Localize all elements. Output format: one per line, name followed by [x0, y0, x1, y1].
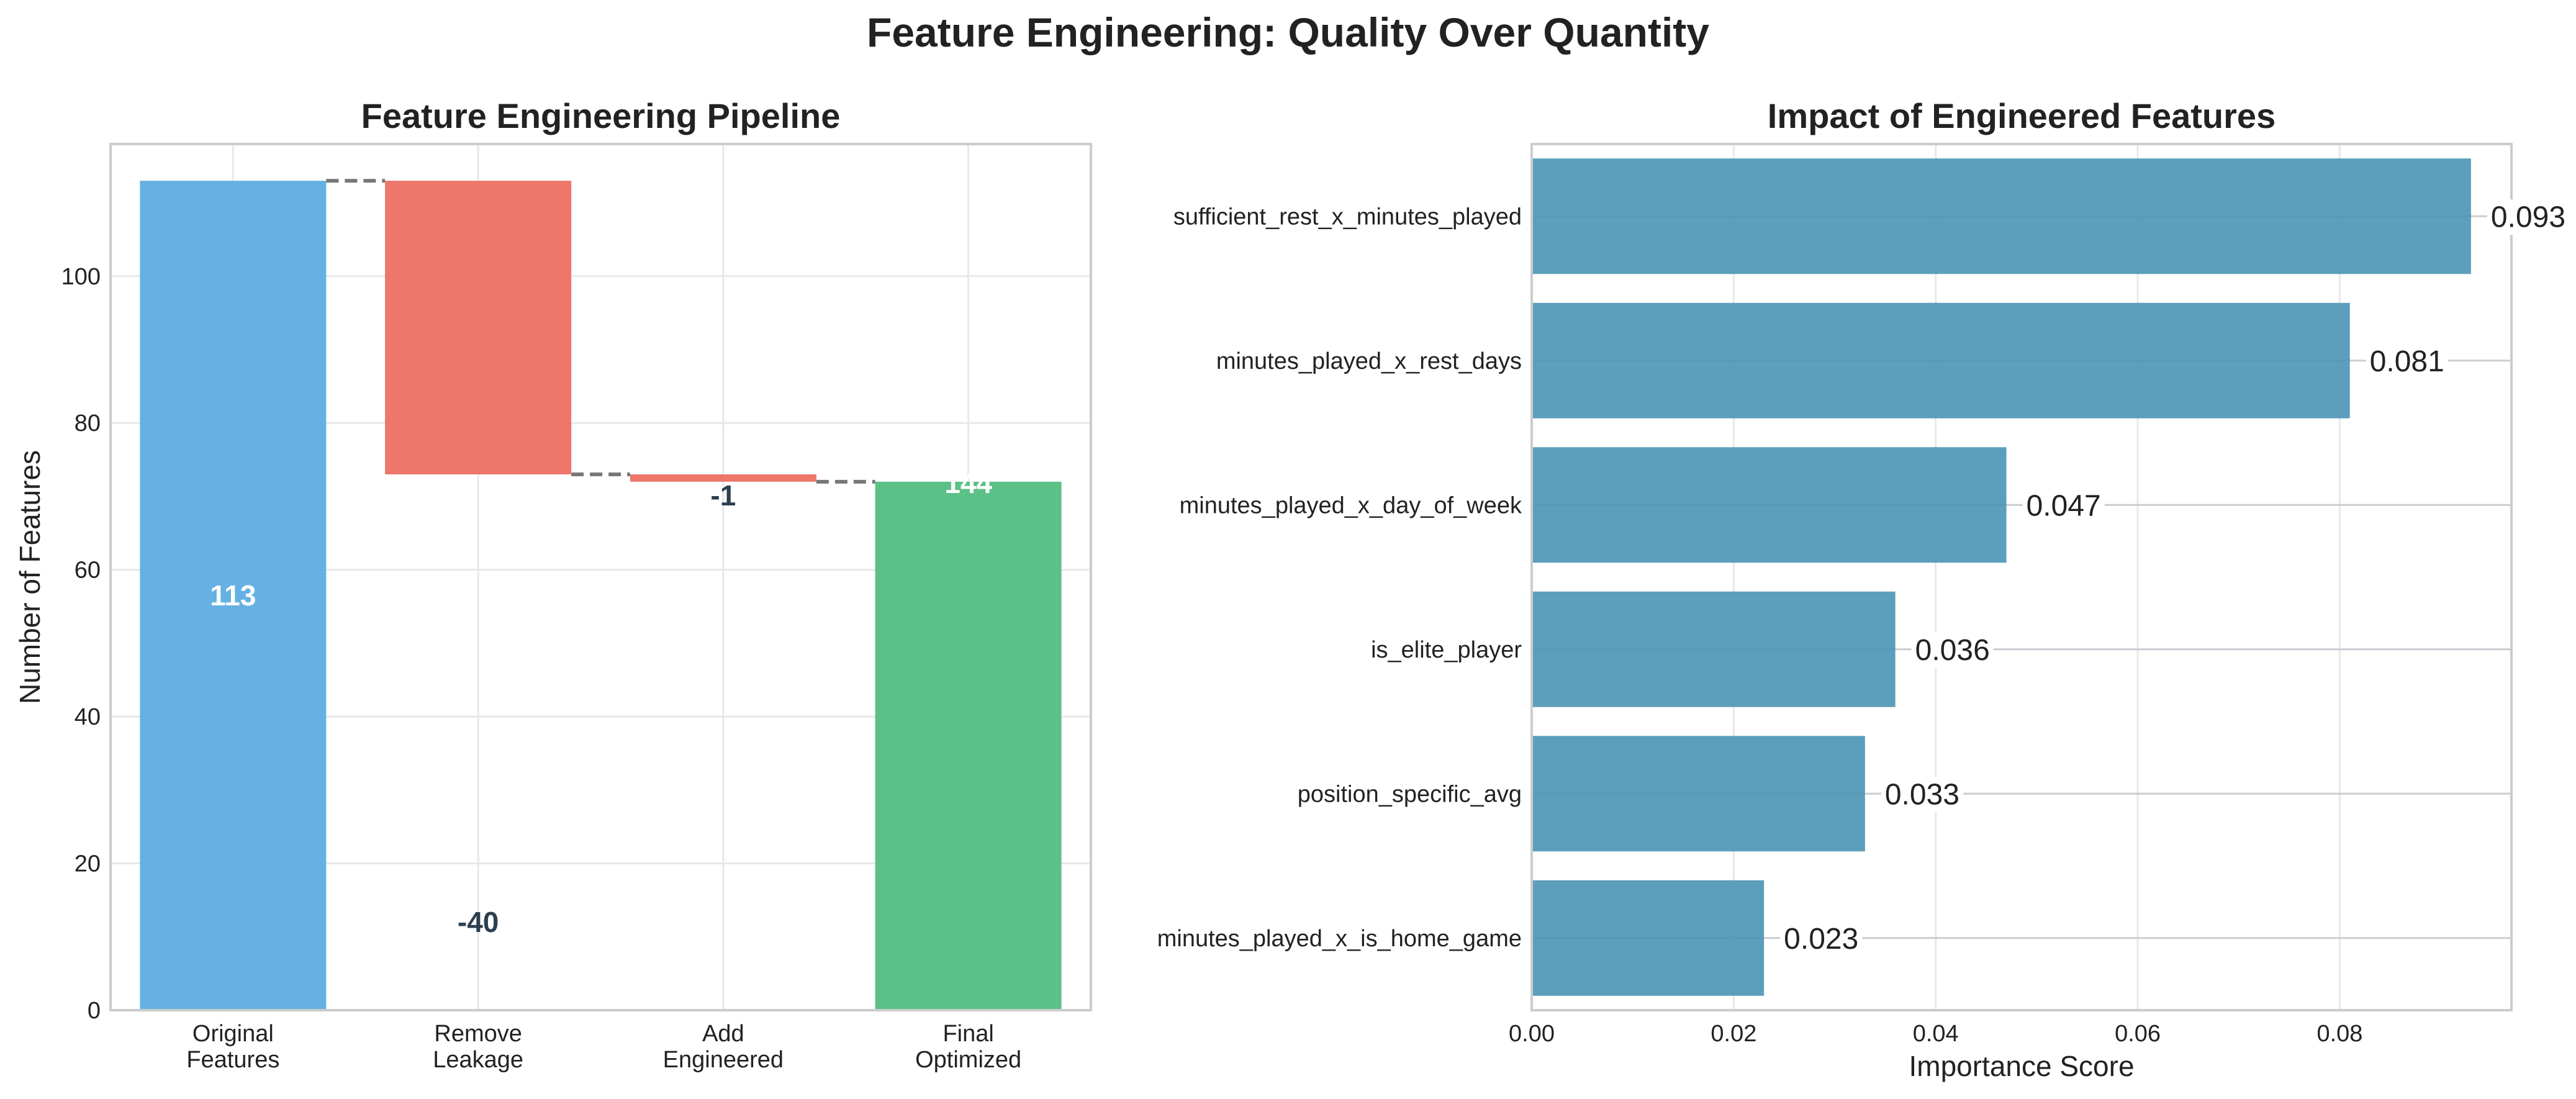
x-tick-label: 0.04 [1913, 1021, 1959, 1047]
x-tick-label: Features [186, 1047, 279, 1073]
waterfall-bar [875, 481, 1062, 1010]
value-label: 0.023 [1784, 923, 1858, 956]
value-label: 0.036 [1915, 634, 1990, 667]
value-label: 0.081 [2370, 345, 2444, 378]
value-label: 113 [210, 579, 256, 612]
y-tick-label: minutes_played_x_rest_days [1216, 348, 1522, 374]
plot-area [1532, 144, 2511, 1010]
importance-bar [1532, 447, 2007, 563]
y-tick-label: sufficient_rest_x_minutes_played [1173, 204, 1522, 230]
value-label-background [2366, 343, 2448, 379]
x-tick-label: Remove [434, 1021, 522, 1047]
y-tick-label: is_elite_player [1371, 637, 1522, 663]
importance-bar [1532, 880, 1765, 996]
y-axis-label: Number of Features [14, 450, 46, 704]
panel-title: Feature Engineering Pipeline [361, 96, 841, 135]
x-tick-label: 0.08 [2316, 1021, 2362, 1047]
value-label-background [1881, 777, 1963, 813]
value-label: 0.033 [1885, 778, 1959, 811]
x-tick-label: Add [702, 1021, 744, 1047]
importance-bar [1532, 302, 2350, 418]
value-label: 0.047 [2027, 489, 2101, 522]
y-tick-label: 0 [88, 998, 101, 1024]
waterfall-bar [140, 181, 327, 1011]
importance-panel: 0.093 0.081 0.047 0.036 0.033 0.023 sufficient… [1157, 96, 2570, 1082]
x-tick-label: 0.00 [1509, 1021, 1555, 1047]
y-tick-label: 100 [61, 264, 101, 290]
x-tick-label: 0.06 [2115, 1021, 2161, 1047]
y-tick-label: 60 [75, 558, 101, 584]
y-tick-label: 20 [75, 851, 101, 877]
value-label-background [1911, 632, 1994, 668]
y-tick-label: 80 [75, 410, 101, 436]
waterfall-bar [630, 474, 816, 482]
x-axis-label: Importance Score [1909, 1050, 2134, 1082]
panel-title: Impact of Engineered Features [1768, 96, 2275, 135]
importance-bar [1532, 591, 1896, 707]
x-tick-label: Engineered [663, 1047, 784, 1073]
y-tick-label: minutes_played_x_is_home_game [1157, 926, 1522, 952]
x-tick-label: 0.02 [1711, 1021, 1756, 1047]
value-label: 0.093 [2491, 201, 2565, 233]
y-tick-label: minutes_played_x_day_of_week [1180, 492, 1522, 518]
x-tick-label: Original [192, 1021, 274, 1047]
waterfall-bar [385, 181, 572, 474]
figure-title: Feature Engineering: Quality Over Quanti… [867, 9, 1709, 55]
x-tick-label: Optimized [915, 1047, 1021, 1073]
x-tick-label: Final [942, 1021, 993, 1047]
y-tick-label: 40 [75, 704, 101, 730]
plot-frame [1530, 143, 2513, 1011]
value-label-background [2022, 488, 2105, 524]
plot-frame [109, 143, 1092, 1011]
value-label: -40 [458, 906, 499, 938]
importance-bar [1532, 736, 1865, 852]
value-label-background [2487, 199, 2570, 235]
y-tick-label: position_specific_avg [1298, 781, 1522, 807]
value-label: 144 [944, 467, 992, 499]
importance-bar [1532, 158, 2471, 274]
x-tick-label: Leakage [433, 1047, 523, 1073]
value-label: -1 [710, 479, 736, 512]
value-label-background [1780, 921, 1863, 957]
